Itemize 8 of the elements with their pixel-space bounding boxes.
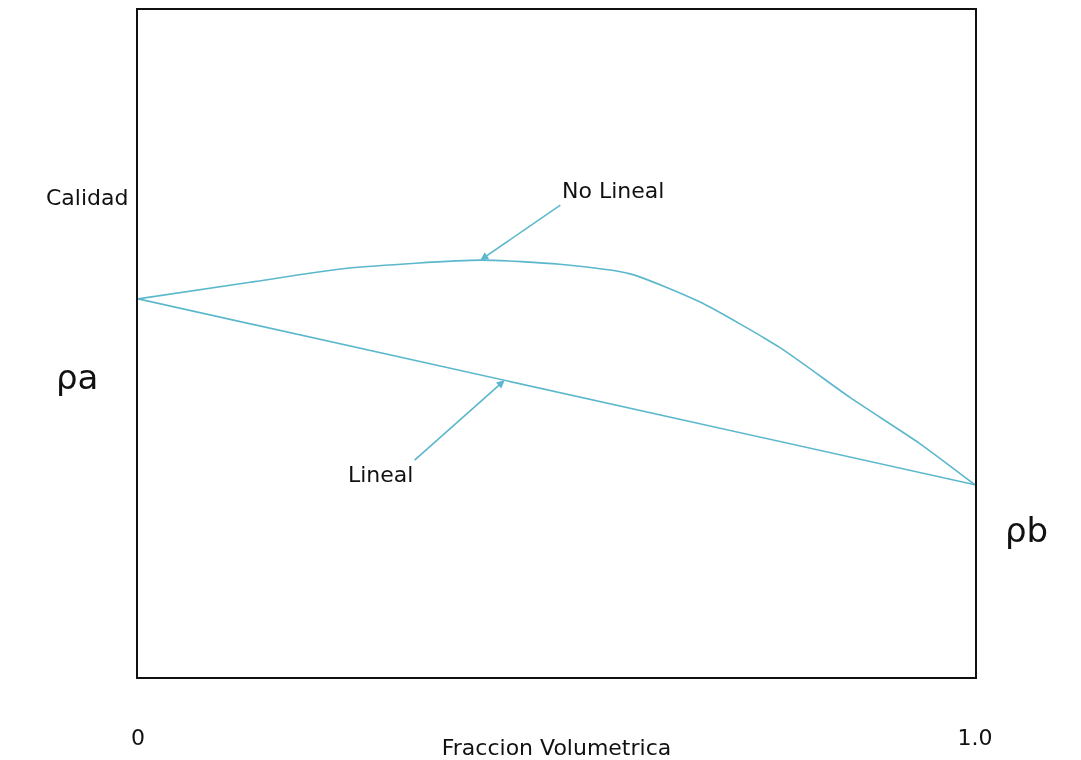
x-axis-title: Fraccion Volumetrica [441, 735, 672, 760]
y-axis-title: Calidad [46, 185, 129, 210]
annotation: ρb [1005, 510, 1049, 550]
annotation: Lineal [348, 462, 414, 487]
annotation: No Lineal [562, 178, 665, 203]
x-tick-label: 1.0 [957, 725, 993, 751]
x-tick-label: 0 [131, 725, 145, 751]
annotation: ρa [56, 357, 99, 397]
